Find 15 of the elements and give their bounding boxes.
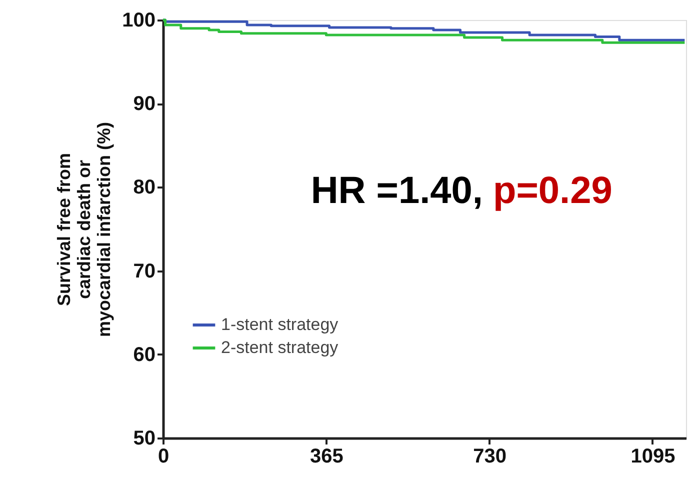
y-axis-title: Survival free from cardiac death or myocardial infarction (%): [54, 122, 114, 338]
y-tick-label: 70: [133, 260, 156, 282]
y-tick-label: 80: [133, 176, 156, 199]
y-tick-label: 90: [133, 93, 156, 116]
y-tick-label: 60: [133, 344, 156, 366]
x-tick-label: 730: [473, 446, 507, 468]
legend-label: 2-stent strategy: [221, 338, 339, 357]
legend-label: 1-stent strategy: [221, 315, 339, 334]
x-tick-label: 1095: [630, 446, 676, 468]
y-tick-label: 50: [133, 428, 156, 450]
annotation: HR =1.40,: [310, 170, 483, 212]
y-tick-label: 100: [122, 10, 156, 32]
annotation: p=0.29: [493, 170, 612, 212]
x-tick-label: 365: [310, 446, 344, 468]
x-tick-label: 0: [158, 446, 170, 468]
